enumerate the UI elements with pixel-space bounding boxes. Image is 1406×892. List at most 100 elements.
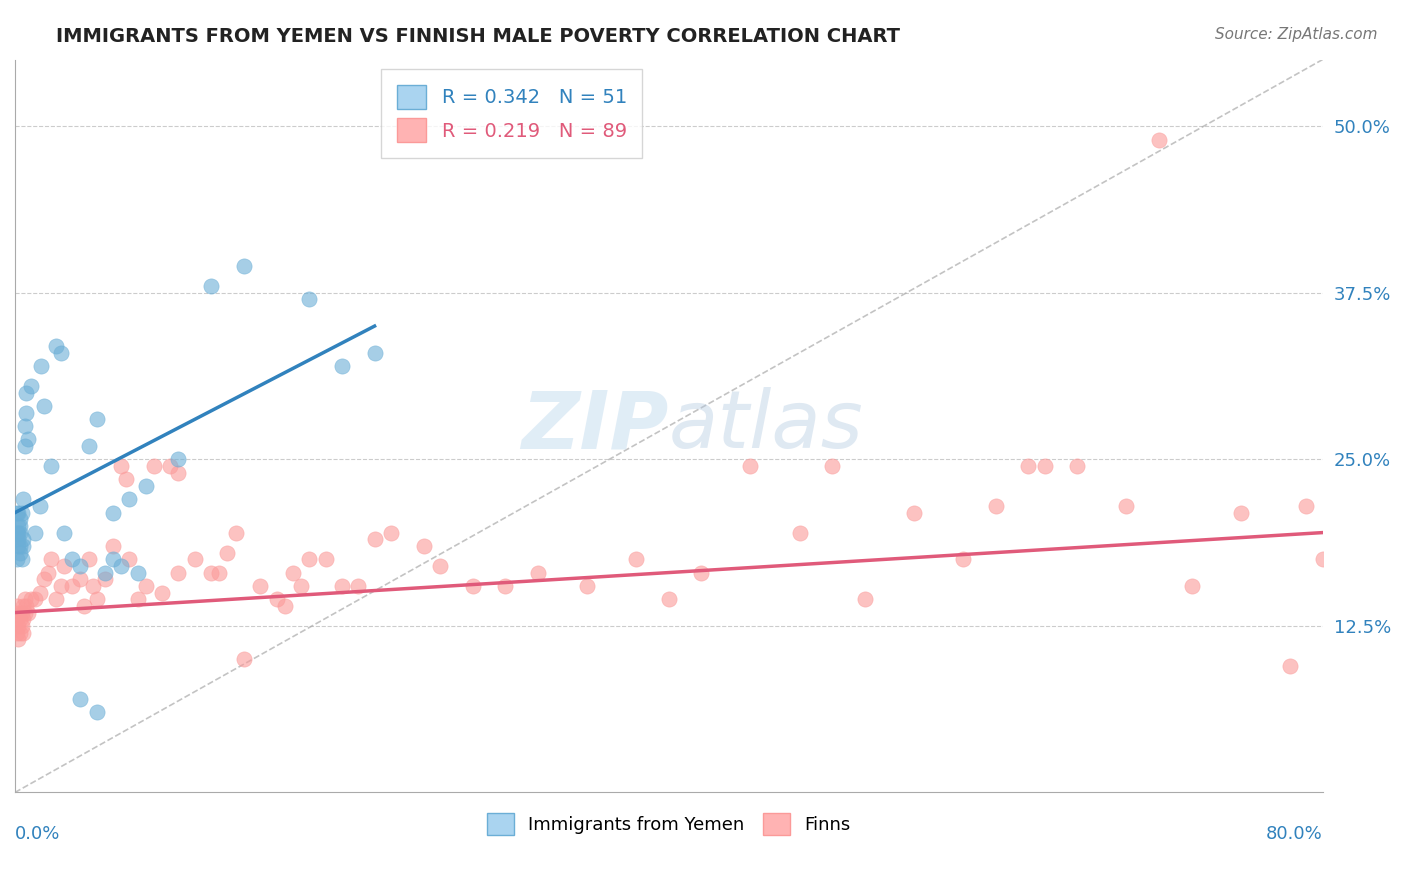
Point [69,692,91,706]
Point [290,579,312,593]
Point [429,558,451,573]
Point [37,566,59,580]
Point [167,452,190,467]
Point [14,592,37,607]
Text: atlas: atlas [669,387,863,465]
Point [1295,499,1317,513]
Point [30,359,52,373]
Point [77,439,100,453]
Text: ZIP: ZIP [522,387,669,465]
Point [7,519,30,533]
Point [45,592,67,607]
Point [150,585,173,599]
Point [86,412,108,426]
Point [60,552,83,566]
Point [232,652,254,666]
Point [363,345,385,359]
Point [8,625,31,640]
Point [11,599,34,613]
Point [49,579,72,593]
Point [11,539,34,553]
Point [1278,658,1301,673]
Point [118,492,141,507]
Point [347,579,370,593]
Point [118,552,141,566]
Point [8,612,31,626]
Point [266,592,288,607]
Point [110,558,132,573]
Point [217,545,239,559]
Point [315,552,337,566]
Point [363,533,385,547]
Point [208,566,231,580]
Point [6,506,28,520]
Point [127,566,149,580]
Point [225,525,247,540]
Point [8,525,31,540]
Point [15,406,38,420]
Point [200,566,222,580]
Point [184,552,207,566]
Point [77,552,100,566]
Point [127,592,149,607]
Point [86,592,108,607]
Point [273,599,295,613]
Point [576,579,599,593]
Point [6,525,28,540]
Point [11,625,34,640]
Point [86,706,108,720]
Point [412,539,434,553]
Text: 0.0%: 0.0% [15,825,60,844]
Point [24,592,46,607]
Point [10,552,32,566]
Point [11,492,34,507]
Text: 80.0%: 80.0% [1265,825,1323,844]
Point [7,525,30,540]
Point [45,339,67,353]
Point [7,533,30,547]
Point [10,606,32,620]
Point [6,612,28,626]
Point [658,592,681,607]
Point [740,458,762,473]
Point [624,552,647,566]
Point [15,385,38,400]
Point [789,525,811,540]
Point [984,499,1007,513]
Point [298,552,321,566]
Text: Source: ZipAtlas.com: Source: ZipAtlas.com [1215,27,1378,42]
Point [200,279,222,293]
Point [101,506,124,520]
Point [1066,458,1088,473]
Point [53,558,76,573]
Point [330,579,353,593]
Point [60,579,83,593]
Point [461,579,484,593]
Point [14,419,37,434]
Point [82,579,104,593]
Point [69,572,91,586]
Point [7,632,30,647]
Point [1033,458,1056,473]
Point [10,619,32,633]
Point [952,552,974,566]
Point [6,625,28,640]
Point [39,458,62,473]
Point [94,566,117,580]
Point [101,552,124,566]
Point [101,539,124,553]
Point [1229,506,1251,520]
Point [167,466,190,480]
Point [1181,579,1204,593]
Point [821,458,844,473]
Point [1115,499,1137,513]
Point [8,519,31,533]
Point [135,579,157,593]
Point [53,525,76,540]
Point [94,572,117,586]
Point [39,552,62,566]
Point [17,606,39,620]
Point [281,566,304,580]
Point [7,619,30,633]
Point [14,439,37,453]
